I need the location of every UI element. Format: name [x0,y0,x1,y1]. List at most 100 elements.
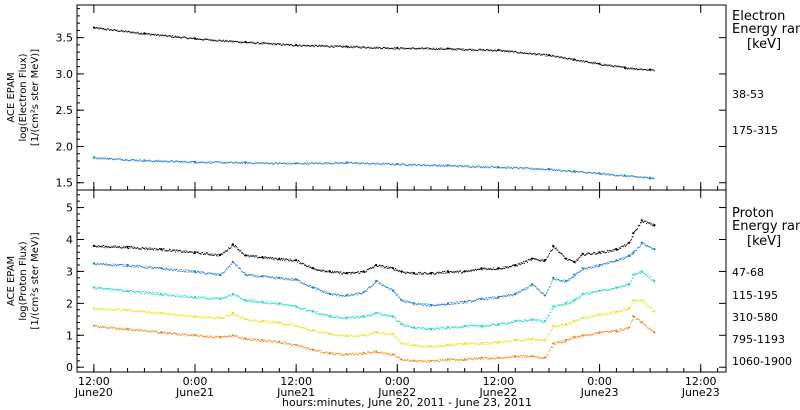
trace-sample [175,269,176,271]
trace-sample [169,35,171,37]
trace-sample [224,251,226,253]
trace-sample [233,245,235,247]
trace-sample [337,162,339,164]
trace-sample [256,41,258,43]
trace-sample [549,333,550,335]
trace-sample [135,160,137,162]
trace-sample [329,333,330,335]
trace-sample [451,48,453,50]
trace-sample [388,48,390,49]
trace-sample [538,339,540,341]
trace-sample [618,175,620,177]
trace-sample [195,38,197,40]
trace-sample [301,326,303,328]
trace-sample [575,59,577,61]
trace-sample [353,335,355,337]
trace-sample [409,47,411,49]
trace-sample [225,250,227,252]
trace-sample [297,45,299,47]
trace-sample [379,312,381,314]
trace-sample [318,269,320,271]
trace-sample [635,229,637,231]
trace-sample [228,265,230,267]
trace-sample [166,294,168,296]
trace-sample [436,327,438,329]
trace-sample [493,269,495,271]
trace-sample [620,248,622,249]
trace-sample [366,270,368,272]
trace-sample [626,309,628,311]
trace-sample [253,274,255,276]
trace-sample [624,68,626,70]
trace-sample [282,44,283,46]
trace-sample [314,312,316,314]
trace-sample [536,53,538,55]
trace-sample [217,337,219,339]
trace-sample [529,318,531,320]
trace-sample [364,162,366,164]
trace-sample [423,344,425,346]
trace-sample [536,320,538,321]
trace-sample [649,246,651,248]
trace-sample [201,162,203,164]
trace-sample [118,245,120,247]
trace-sample [124,247,126,249]
trace-sample [620,287,622,289]
trace-sample [98,287,100,289]
trace-sample [224,335,226,337]
trace-sample [376,266,378,267]
trace-sample [454,165,456,167]
trace-sample [580,255,582,257]
trace-sample [566,279,568,281]
trace-sample [412,344,414,346]
trace-sample [506,294,508,296]
trace-sample [447,272,449,274]
trace-sample [454,165,456,167]
trace-sample [470,269,472,271]
trace-sample [501,296,503,298]
trace-sample [302,308,304,310]
trace-sample [272,163,274,165]
trace-sample [613,261,615,263]
trace-sample [249,319,251,321]
trace-sample [195,296,197,298]
trace-sample [580,318,582,320]
trace-sample [156,292,158,294]
trace-sample [354,293,355,295]
trace-sample [208,39,210,41]
electron-y-tick-label: 2.0 [56,140,74,153]
trace-sample [451,165,453,167]
trace-sample [382,332,384,334]
trace-sample [434,329,436,331]
trace-sample [242,299,244,301]
trace-sample [643,68,645,70]
trace-sample [307,310,309,312]
trace-sample [372,47,374,49]
trace-sample [366,269,368,270]
trace-sample [534,285,536,287]
trace-sample [604,314,606,316]
trace-sample [610,261,612,263]
trace-sample [624,286,626,287]
trace-sample [254,320,256,322]
trace-sample [143,33,145,35]
trace-sample [506,50,508,52]
trace-sample [489,325,491,326]
trace-sample [268,163,270,165]
trace-sample [198,316,200,318]
trace-sample [549,311,551,313]
trace-sample [451,302,453,304]
trace-sample [484,299,486,301]
trace-sample [322,163,324,165]
trace-sample [159,248,161,249]
trace-sample [142,330,144,332]
trace-sample [452,165,454,167]
trace-sample [275,276,277,278]
trace-sample [596,290,598,292]
trace-sample [162,268,164,270]
trace-sample [456,327,458,329]
trace-sample [191,251,193,253]
trace-sample [581,171,583,173]
trace-sample [485,166,487,168]
trace-sample [142,161,144,162]
